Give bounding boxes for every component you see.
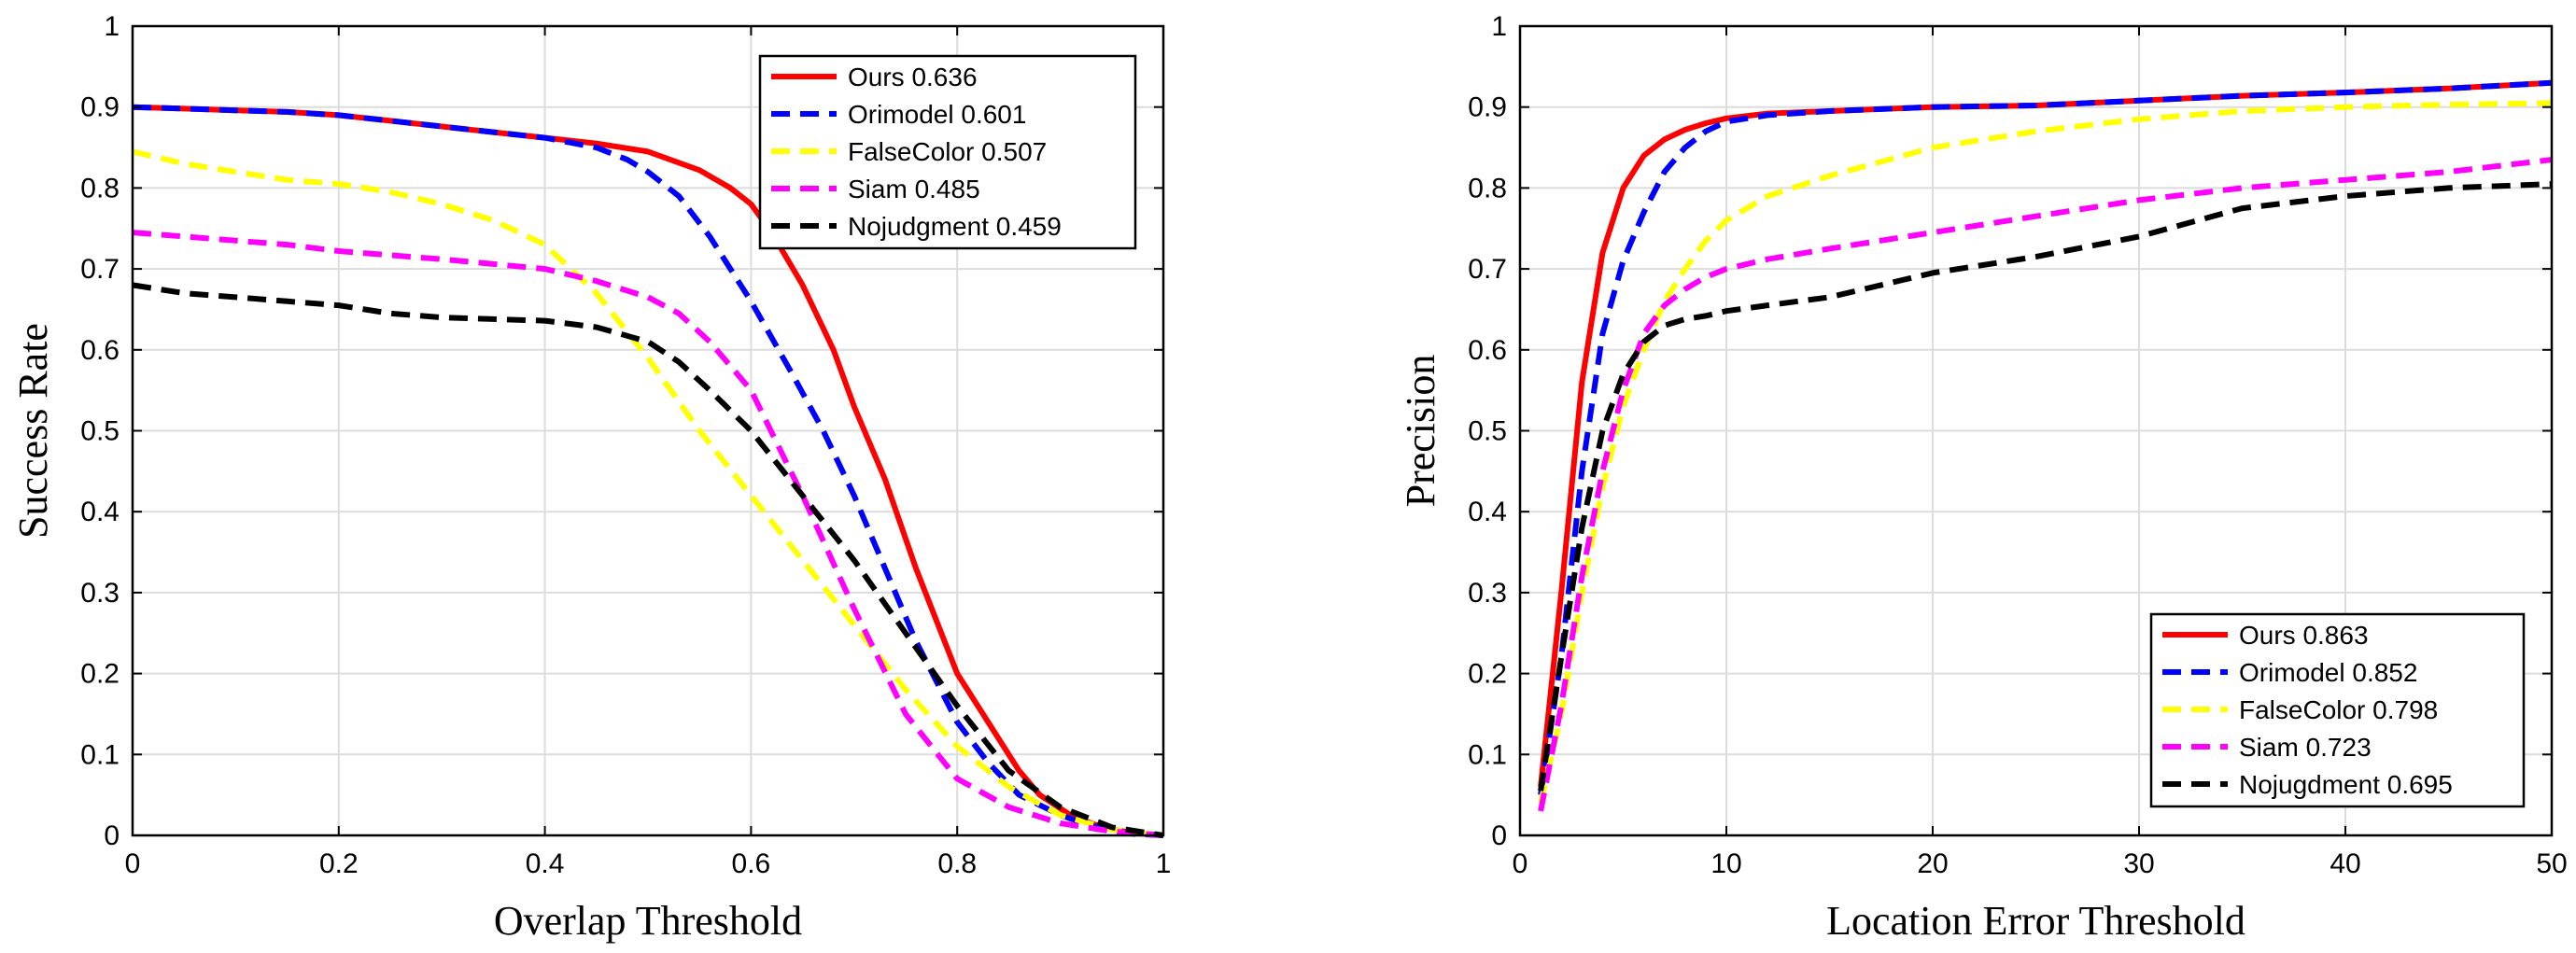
success-plot-series-falsecolor <box>132 148 1164 838</box>
precision-plot-series-ours <box>1538 79 2553 788</box>
precision-plot-xlabel: Location Error Threshold <box>1826 898 2245 944</box>
precision-plot-xtick-label: 20 <box>1917 848 1948 879</box>
precision-plot-ytick-label: 0.7 <box>1468 254 1507 285</box>
success-plot-ytick-label: 0.3 <box>80 578 120 609</box>
success-plot: 0 0.2 0.4 0.6 0.8 1 0 0.1 0.2 0.3 0.4 0.5 0.6 0.7 0.8 0… <box>10 11 1171 944</box>
precision-plot-series-falsecolor <box>1538 100 2553 804</box>
precision-plot-series-nojugdment <box>1538 181 2553 792</box>
success-plot-ytick-label: 0.5 <box>80 416 120 447</box>
precision-plot-ytick-label: 0.9 <box>1468 92 1507 123</box>
success-plot-legend-label-siam: Siam 0.485 <box>848 175 980 203</box>
precision-plot-series-siam <box>1538 157 2553 812</box>
precision-plot-ticks: 0 10 20 30 40 50 0 0.1 0.2 0.3 0.4 0.5 0.6 0.7 0.8 0.9 1 <box>1468 11 2567 879</box>
success-plot-xtick-label: 1 <box>1156 848 1172 879</box>
precision-plot-series-orimodel <box>1538 79 2553 796</box>
precision-plot-ytick-label: 0.2 <box>1468 659 1507 690</box>
success-plot-legend-label-falsecolor: FalseColor 0.507 <box>848 137 1047 166</box>
precision-plot-ytick-label: 0.6 <box>1468 335 1507 366</box>
precision-plot-ytick-label: 0.4 <box>1468 497 1507 527</box>
success-plot-ytick-label: 0.9 <box>80 92 120 123</box>
success-plot-ytick-label: 0.8 <box>80 173 120 203</box>
success-plot-ytick-label: 0.4 <box>80 497 120 527</box>
precision-plot-legend: Ours 0.863 Orimodel 0.852 FalseColor 0.798… <box>2149 612 2526 808</box>
success-plot-series-orimodel <box>132 104 1164 838</box>
success-plot-legend-box <box>758 54 1137 250</box>
success-plot-xtick-label: 0.8 <box>937 848 977 879</box>
success-plot-ytick-label: 0.1 <box>80 739 120 770</box>
precision-plot-xtick-label: 30 <box>2123 848 2154 879</box>
success-plot-xtick-label: 0.2 <box>319 848 359 879</box>
success-plot-xlabel: Overlap Threshold <box>494 898 802 944</box>
precision-plot-ytick-label: 0.1 <box>1468 739 1507 770</box>
success-plot-legend: Ours 0.636 Orimodel 0.601 FalseColor 0.507… <box>758 54 1137 250</box>
success-plot-ylabel: Success Rate <box>10 323 56 539</box>
precision-plot-xtick-label: 40 <box>2330 848 2360 879</box>
precision-plot-ytick-label: 0.3 <box>1468 578 1507 609</box>
precision-plot-xtick-label: 10 <box>1710 848 1741 879</box>
success-plot-legend-label-nojudgment: Nojudgment 0.459 <box>848 212 1062 241</box>
precision-plot-ytick-label: 1 <box>1491 11 1507 42</box>
precision-plot-series <box>1538 79 2553 812</box>
precision-plot-legend-box <box>2149 612 2526 808</box>
precision-plot-xtick-label: 0 <box>1513 848 1528 879</box>
success-plot-ytick-label: 0.7 <box>80 254 120 285</box>
success-plot-ytick-label: 1 <box>104 11 120 42</box>
precision-plot-legend-label-ours: Ours 0.863 <box>2239 621 2369 650</box>
precision-plot-legend-label-nojugdment: Nojugdment 0.695 <box>2239 770 2453 799</box>
success-plot-ytick-label: 0.2 <box>80 659 120 690</box>
precision-plot: 0 10 20 30 40 50 0 0.1 0.2 0.3 0.4 0.5 0.6 0.7 0.8 0.9 1… <box>1398 11 2568 944</box>
precision-plot-xtick-label: 50 <box>2536 848 2567 879</box>
success-plot-legend-label-orimodel: Orimodel 0.601 <box>848 100 1026 129</box>
success-plot-series-nojudgment <box>132 282 1164 838</box>
success-plot-legend-label-ours: Ours 0.636 <box>848 63 978 91</box>
success-plot-ytick-label: 0 <box>104 820 120 851</box>
precision-plot-legend-label-falsecolor: FalseColor 0.798 <box>2239 695 2438 724</box>
precision-plot-ytick-label: 0.8 <box>1468 173 1507 203</box>
precision-plot-ylabel: Precision <box>1398 355 1443 508</box>
success-plot-ytick-label: 0.6 <box>80 335 120 366</box>
success-plot-xtick-label: 0.6 <box>732 848 771 879</box>
precision-plot-legend-label-siam: Siam 0.723 <box>2239 733 2372 762</box>
precision-plot-legend-label-orimodel: Orimodel 0.852 <box>2239 658 2417 687</box>
precision-plot-ytick-label: 0 <box>1491 820 1507 851</box>
success-plot-series-siam <box>132 230 1164 838</box>
success-plot-xtick-label: 0.4 <box>526 848 565 879</box>
success-plot-xtick-label: 0 <box>125 848 141 879</box>
precision-plot-grid <box>1520 26 2552 835</box>
precision-plot-ytick-label: 0.5 <box>1468 416 1507 447</box>
success-plot-ticks: 0 0.2 0.4 0.6 0.8 1 0 0.1 0.2 0.3 0.4 0.5 0.6 0.7 0.8 0… <box>80 11 1171 879</box>
